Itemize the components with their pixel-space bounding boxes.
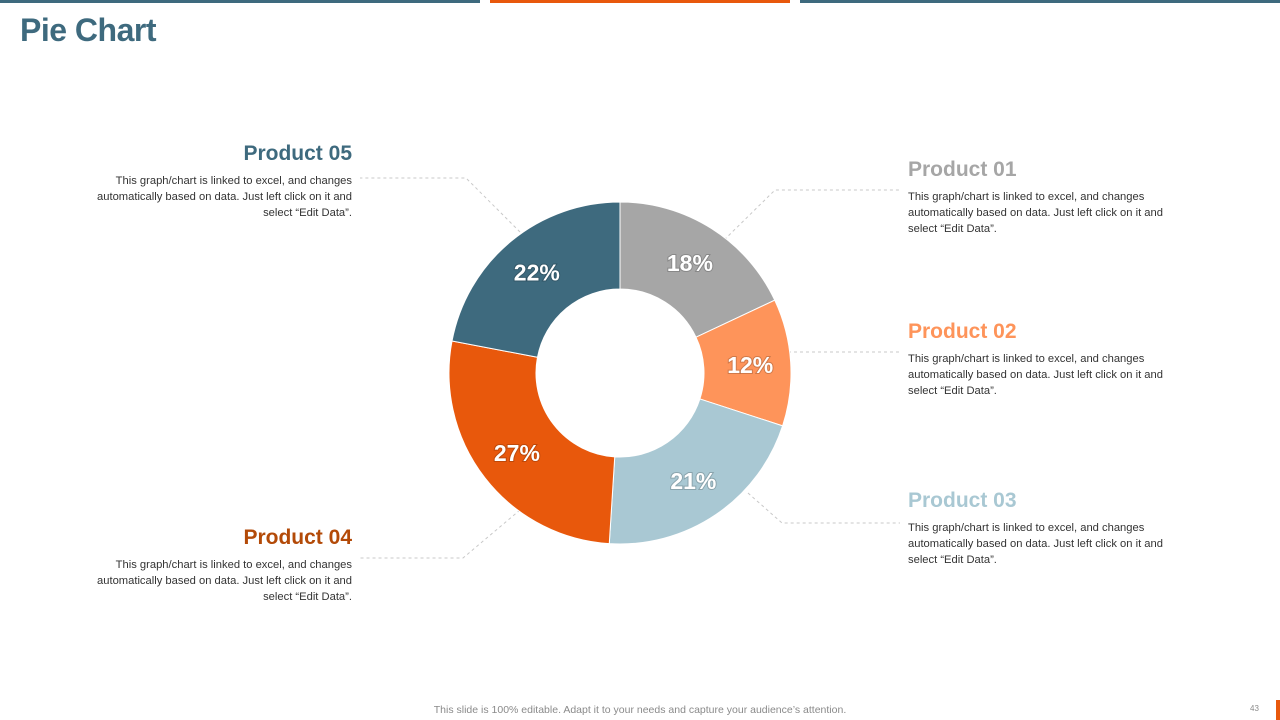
product-02-title: Product 02 <box>908 320 1017 343</box>
product-03-description: This graph/chart is linked to excel, and… <box>908 522 1163 566</box>
data-label-product-05: 22% <box>514 259 560 285</box>
page-corner-bar <box>1276 700 1280 720</box>
top-accent-bar-center <box>490 0 790 3</box>
product-05-title: Product 05 <box>243 142 352 165</box>
top-accent-bar-right <box>800 0 1280 3</box>
product-03-callout: Product 03 This graph/chart is linked to… <box>908 488 1166 568</box>
product-04-title: Product 04 <box>243 526 352 549</box>
donut-slice-product-04 <box>448 340 616 545</box>
product-02-description: This graph/chart is linked to excel, and… <box>908 353 1163 397</box>
footer-note: This slide is 100% editable. Adapt it to… <box>433 704 847 716</box>
donut-slice-product-01 <box>619 201 776 338</box>
leader-line-product-05 <box>360 177 521 233</box>
top-accent-bar-left <box>0 0 480 3</box>
product-04-callout: Product 04 This graph/chart is linked to… <box>94 525 352 605</box>
donut-slice-product-05 <box>451 201 621 358</box>
data-label-product-03: 21% <box>670 468 716 494</box>
product-01-callout: Product 01 This graph/chart is linked to… <box>908 157 1166 237</box>
page-number: 43 <box>1250 704 1259 713</box>
leader-line-product-01 <box>719 189 900 245</box>
product-01-title: Product 01 <box>908 158 1017 181</box>
leader-line-product-04 <box>360 509 521 559</box>
product-04-description: This graph/chart is linked to excel, and… <box>97 559 352 603</box>
product-05-callout: Product 05 This graph/chart is linked to… <box>94 141 352 221</box>
leader-line-product-03 <box>747 492 900 524</box>
donut-slice-product-03 <box>608 398 784 545</box>
product-03-title: Product 03 <box>908 489 1017 512</box>
data-label-product-04: 27% <box>494 440 540 466</box>
data-label-product-01: 18% <box>667 250 713 276</box>
page-title: Pie Chart <box>20 12 156 48</box>
product-02-callout: Product 02 This graph/chart is linked to… <box>908 319 1166 399</box>
product-05-description: This graph/chart is linked to excel, and… <box>97 175 352 219</box>
product-01-description: This graph/chart is linked to excel, and… <box>908 191 1163 235</box>
data-label-product-02: 12% <box>727 352 773 378</box>
